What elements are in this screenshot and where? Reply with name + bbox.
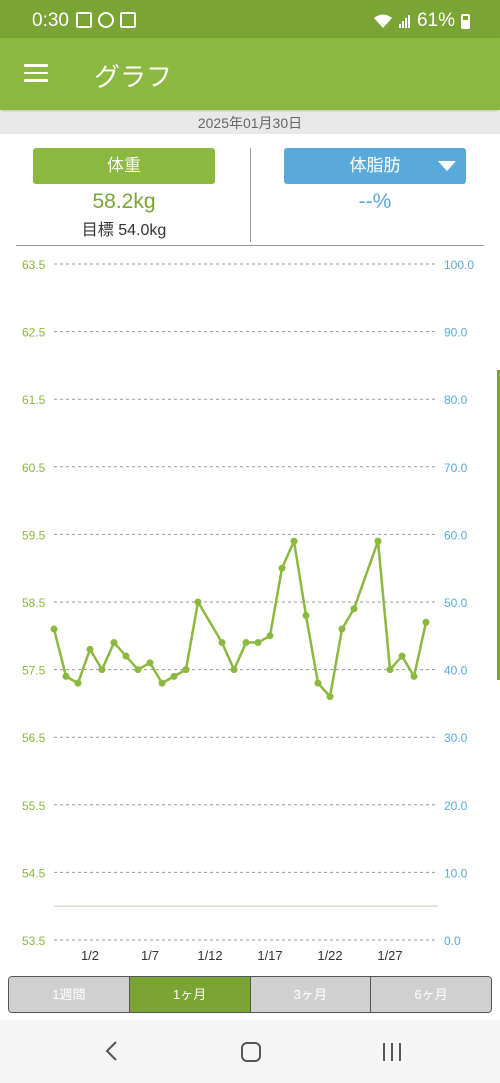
page-title: グラフ [94,62,173,92]
y-right-tick-label: 10.0 [444,866,468,880]
status-bar: 0:30 61% [0,0,500,38]
y-left-tick-label: 61.5 [22,393,46,407]
tab-6-months[interactable]: 6ヶ月 [371,977,491,1012]
weight-data-point [398,652,406,660]
y-left-tick-label: 58.5 [22,596,46,610]
weight-data-point [302,612,310,620]
chart-svg: 63.5 100.0 62.5 90.0 61.5 80.0 60.5 70.0 59.5 60.… [22,258,474,963]
weight-data-point [110,639,118,647]
body-fat-label: 体脂肪 [349,156,401,175]
system-nav-bar [0,1020,500,1083]
y-left-tick-label: 63.5 [22,258,46,272]
tab-3-months[interactable]: 3ヶ月 [250,977,372,1012]
weight-data-point [194,598,202,606]
summary-panel: 体重 58.2kg 目標 54.0kg 体脂肪 --% [0,134,500,246]
weight-data-point [374,537,382,545]
weight-data-point [86,645,94,653]
y-left-tick-label: 60.5 [22,461,46,475]
y-right-tick-label: 90.0 [444,326,468,340]
weight-data-point [218,639,226,647]
y-left-tick-label: 57.5 [22,664,46,678]
weight-panel: 体重 58.2kg 目標 54.0kg [33,148,215,240]
body-fat-value: --% [358,190,392,213]
y-right-tick-label: 40.0 [444,664,468,678]
status-system-icons: 61% [373,10,470,32]
weight-chart: 63.5 100.0 62.5 90.0 61.5 80.0 60.5 70.0 59.5 60.… [0,250,500,970]
divider [250,148,251,242]
x-tick-label: 1/27 [377,948,402,963]
period-tabs: 1週間 1ヶ月 3ヶ月 6ヶ月 [8,976,492,1013]
y-left-tick-label: 53.5 [22,934,46,948]
weight-data-point [290,537,298,545]
y-right-tick-label: 60.0 [444,528,468,542]
weight-data-point [254,639,262,647]
tab-1-week[interactable]: 1週間 [9,977,130,1012]
weight-data-point [326,693,334,701]
weight-button[interactable]: 体重 [33,148,215,184]
weight-data-point [182,666,190,674]
goal-weight: 目標 54.0kg [81,222,167,239]
y-left-tick-label: 54.5 [22,866,46,880]
weight-data-point [350,605,358,613]
status-time: 0:30 [32,10,69,31]
divider [16,245,484,246]
home-icon[interactable] [240,1041,262,1063]
weight-data-point [278,564,286,572]
weight-value: 58.2kg [92,190,156,213]
date-label: 2025年01月30日 [0,112,500,134]
y-right-tick-label: 70.0 [444,461,468,475]
y-right-tick-label: 50.0 [444,596,468,610]
weight-data-point [62,672,70,680]
dropdown-arrow-icon [438,161,456,171]
body-fat-dropdown[interactable]: 体脂肪 [284,148,466,184]
weight-data-point [386,666,394,674]
y-right-tick-label: 30.0 [444,731,468,745]
y-left-tick-label: 55.5 [22,799,46,813]
tab-1-month[interactable]: 1ヶ月 [129,977,251,1012]
status-notification-icons [76,12,136,28]
y-right-tick-label: 100.0 [444,258,474,272]
weight-data-point [158,679,166,687]
weight-data-point [50,625,58,633]
battery-icon [461,13,470,29]
weight-data-point [170,672,178,680]
weight-data-point [314,679,322,687]
battery-percent: 61% [416,10,455,31]
y-left-tick-label: 59.5 [22,528,46,542]
y-right-tick-label: 0.0 [444,934,461,948]
weight-data-point [74,679,82,687]
weight-data-point [338,625,346,633]
weight-data-point [410,672,418,680]
weight-data-point [422,618,430,626]
x-tick-label: 1/17 [257,948,282,963]
app-bar: グラフ [0,38,500,110]
x-tick-label: 1/7 [141,948,159,963]
alarm-clock-icon [98,12,114,28]
hamburger-menu-icon[interactable] [24,64,48,82]
weight-data-point [242,639,250,647]
photo-icon [76,12,92,28]
weight-data-point [146,659,154,667]
weight-data-point [134,666,142,674]
weight-data-point [266,632,274,640]
x-tick-label: 1/22 [317,948,342,963]
y-left-tick-label: 56.5 [22,731,46,745]
wifi-icon [373,14,392,28]
weight-data-point [122,652,130,660]
x-tick-label: 1/12 [197,948,222,963]
y-right-tick-label: 20.0 [444,799,468,813]
x-tick-label: 1/2 [81,948,99,963]
weight-data-point [230,666,238,674]
y-right-tick-label: 80.0 [444,393,468,407]
weight-series-line [52,539,428,698]
fat-panel: 体脂肪 --% [284,148,466,214]
y-left-tick-label: 62.5 [22,326,46,340]
scroll-indicator [497,370,500,680]
calendar-icon [120,12,136,28]
weight-data-point [98,666,106,674]
back-icon[interactable] [102,1040,122,1062]
recent-apps-icon[interactable] [380,1041,404,1063]
signal-icon [398,15,410,28]
